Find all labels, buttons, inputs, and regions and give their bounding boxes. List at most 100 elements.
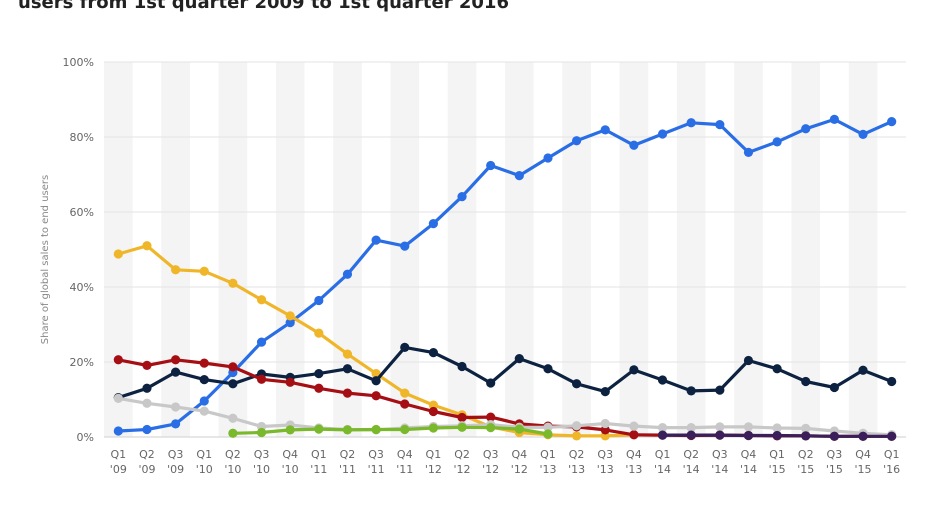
- data-point-series-4: [629, 421, 639, 431]
- column-band: [505, 62, 534, 437]
- data-point-series-4: [228, 413, 238, 423]
- data-point-series-3: [428, 406, 438, 417]
- x-tick-label: Q3: [827, 448, 843, 461]
- data-point-series-1: [285, 311, 295, 321]
- x-tick-label: Q1: [311, 448, 327, 461]
- data-point-series-2: [228, 379, 238, 389]
- x-tick-label: '13: [625, 463, 642, 476]
- data-point-series-0: [600, 125, 610, 135]
- x-tick-label: '15: [797, 463, 814, 476]
- data-point-series-0: [400, 241, 410, 251]
- x-tick-label: '09: [110, 463, 127, 476]
- data-point-series-2: [142, 383, 152, 393]
- data-point-series-3: [171, 355, 181, 365]
- data-point-series-2: [686, 386, 696, 396]
- data-point-series-0: [543, 153, 553, 163]
- data-point-series-2: [400, 342, 410, 352]
- data-point-series-6: [772, 430, 782, 441]
- data-point-series-3: [285, 377, 295, 387]
- data-point-series-6: [858, 431, 868, 441]
- data-point-series-5: [228, 428, 238, 438]
- column-band: [619, 62, 649, 437]
- data-point-series-0: [199, 396, 209, 406]
- data-point-series-1: [228, 278, 238, 288]
- data-point-series-5: [514, 424, 524, 434]
- column-band: [161, 62, 190, 437]
- data-point-series-4: [142, 398, 152, 408]
- data-point-series-0: [314, 295, 324, 306]
- y-tick-label: 0%: [77, 431, 94, 444]
- x-tick-label: '15: [826, 463, 843, 476]
- x-tick-label: Q1: [769, 448, 785, 461]
- data-point-series-0: [486, 160, 496, 171]
- data-point-series-6: [801, 431, 811, 441]
- series-line-4: [116, 396, 894, 437]
- data-point-series-2: [715, 385, 725, 395]
- data-point-series-5: [428, 423, 438, 433]
- data-point-series-2: [342, 364, 353, 374]
- data-point-series-5: [371, 424, 381, 435]
- data-point-series-2: [514, 354, 524, 364]
- data-point-series-4: [572, 421, 582, 431]
- data-point-series-2: [743, 355, 754, 366]
- series-line-5: [231, 425, 550, 436]
- data-point-series-4: [686, 423, 696, 433]
- data-point-series-2: [428, 348, 438, 358]
- data-point-series-3: [457, 412, 467, 423]
- x-tick-label: '14: [740, 463, 757, 476]
- data-point-series-4: [715, 422, 725, 432]
- x-tick-label: '10: [253, 463, 270, 476]
- data-point-series-2: [457, 361, 467, 372]
- data-point-series-2: [657, 375, 668, 385]
- x-tick-label: '13: [539, 463, 556, 476]
- column-band: [562, 62, 591, 437]
- x-tick-label: Q3: [168, 448, 184, 461]
- data-point-series-0: [142, 424, 152, 435]
- data-point-series-0: [285, 318, 295, 328]
- x-tick-label: '12: [482, 463, 499, 476]
- column-band: [333, 62, 362, 437]
- x-tick-label: Q4: [282, 448, 298, 461]
- data-point-series-4: [543, 422, 553, 432]
- data-point-series-0: [371, 235, 381, 245]
- data-point-series-4: [171, 402, 181, 412]
- data-point-series-2: [887, 376, 897, 387]
- data-point-series-1: [113, 249, 123, 259]
- x-tick-label: '11: [396, 463, 413, 476]
- x-tick-label: '15: [855, 463, 872, 476]
- data-point-series-1: [400, 388, 410, 398]
- x-tick-label: Q4: [397, 448, 413, 461]
- y-tick-label: 80%: [70, 131, 94, 144]
- y-tick-label: 20%: [70, 356, 94, 369]
- data-point-series-0: [457, 192, 467, 202]
- x-tick-label: Q2: [798, 448, 814, 461]
- x-tick-label: Q4: [741, 448, 757, 461]
- data-point-series-3: [142, 360, 152, 370]
- data-point-series-1: [142, 241, 152, 251]
- x-tick-label: '11: [339, 463, 356, 476]
- data-point-series-0: [858, 129, 868, 139]
- data-point-series-0: [801, 124, 811, 134]
- data-point-series-5: [457, 422, 467, 432]
- data-point-series-3: [371, 391, 381, 401]
- x-tick-label: Q3: [483, 448, 499, 461]
- data-point-series-1: [314, 328, 324, 338]
- x-tick-label: '12: [425, 463, 442, 476]
- data-point-series-0: [514, 171, 524, 181]
- x-tick-label: '15: [769, 463, 786, 476]
- x-tick-label: Q4: [626, 448, 642, 461]
- data-point-series-2: [858, 365, 868, 375]
- x-tick-label: '09: [138, 463, 155, 476]
- x-tick-label: Q2: [225, 448, 241, 461]
- data-point-series-1: [199, 266, 209, 276]
- data-point-series-1: [572, 431, 582, 441]
- x-tick-label: Q1: [110, 448, 126, 461]
- data-point-series-0: [256, 337, 267, 347]
- data-point-series-4: [199, 406, 209, 416]
- data-point-series-6: [743, 430, 754, 441]
- data-point-series-2: [600, 387, 610, 397]
- data-point-series-6: [887, 431, 897, 441]
- data-point-series-3: [228, 362, 238, 372]
- x-tick-label: Q1: [884, 448, 900, 461]
